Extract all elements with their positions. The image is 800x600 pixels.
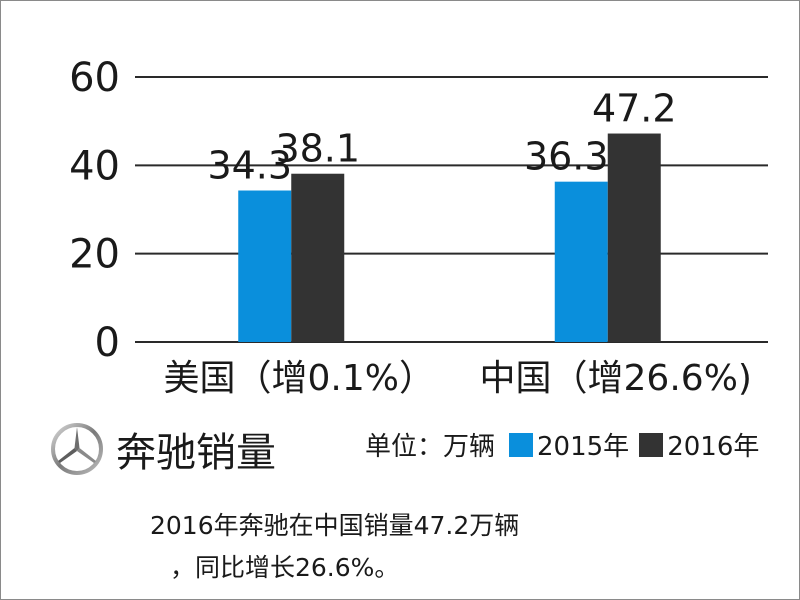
legend-item-2016: 2016年 xyxy=(639,426,759,463)
bar-2015年-1 xyxy=(554,181,608,342)
y-tick-label: 20 xyxy=(69,232,120,278)
x-category-label: 中国（增26.6%) xyxy=(480,358,752,399)
legend-label-2015: 2015年 xyxy=(537,432,630,462)
data-label: 34.3 xyxy=(207,144,292,188)
data-label: 38.1 xyxy=(275,127,360,171)
bar-2016年-1 xyxy=(607,133,661,342)
legend-item-2015: 2015年 xyxy=(509,426,629,463)
y-tick-label: 0 xyxy=(95,320,120,366)
unit-label: 单位：万辆 xyxy=(365,432,496,462)
x-category-label: 美国（增0.1%） xyxy=(164,358,435,399)
brand-title: 奔驰销量 xyxy=(116,430,276,476)
mercedes-star-icon xyxy=(51,423,103,475)
caption: 2016年奔驰在中国销量47.2万辆 ，同比增长26.6%。 xyxy=(150,505,710,589)
y-tick-label: 60 xyxy=(69,55,120,101)
legend: 单位：万辆 2015年 2016年 xyxy=(365,426,769,463)
legend-swatch-2015 xyxy=(509,432,534,457)
data-label: 36.3 xyxy=(524,135,609,179)
caption-line-2: ，同比增长26.6%。 xyxy=(170,553,400,582)
brand-block: 奔驰销量 xyxy=(50,420,276,478)
legend-swatch-2016 xyxy=(639,432,664,457)
bar-2016年-0 xyxy=(291,173,345,342)
caption-line-1: 2016年奔驰在中国销量47.2万辆 xyxy=(150,511,520,540)
bar-chart: 0 20 40 60 34.338.1 美国（增0.1%） 36.347.2 中国（增26.6… xyxy=(69,55,768,399)
y-tick-label: 40 xyxy=(69,143,120,189)
legend-label-2016: 2016年 xyxy=(667,432,760,462)
data-label: 47.2 xyxy=(592,87,677,131)
bar-2015年-0 xyxy=(238,190,292,342)
